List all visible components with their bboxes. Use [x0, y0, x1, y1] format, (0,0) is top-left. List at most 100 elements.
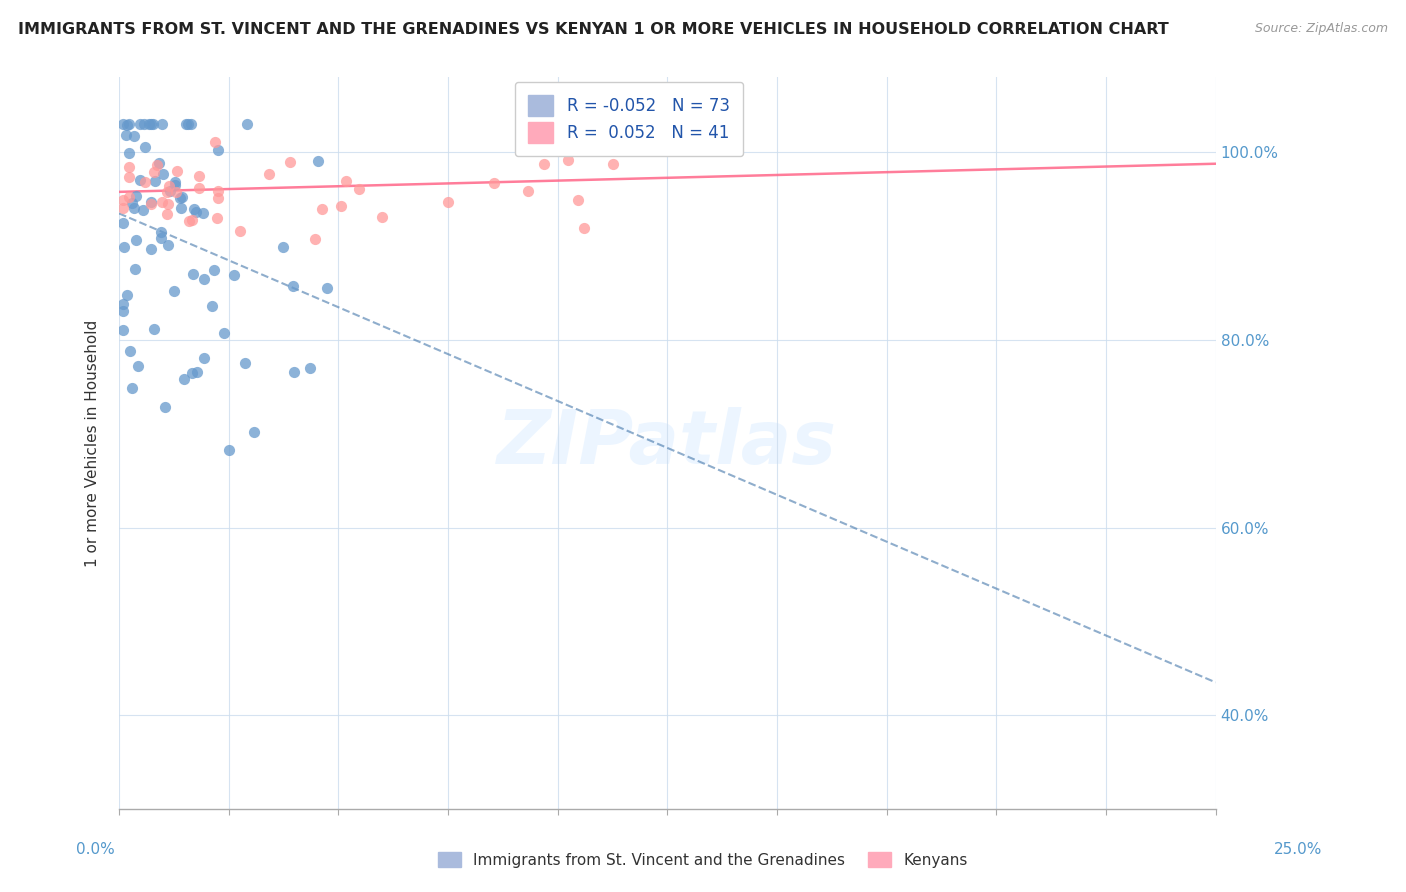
Point: [193, 351, 215, 365]
Point: [222, 268, 245, 283]
Point: [115, 118, 138, 132]
Point: [118, 160, 141, 174]
Point: [207, 184, 229, 198]
Point: [142, 322, 165, 336]
Point: [311, 202, 333, 216]
Point: [572, 221, 595, 235]
Point: [114, 128, 136, 142]
Point: [212, 326, 235, 340]
Point: [134, 140, 156, 154]
Point: [112, 297, 135, 311]
Point: [118, 190, 141, 204]
Point: [125, 233, 148, 247]
Point: [329, 199, 352, 213]
Point: [141, 196, 163, 211]
Point: [142, 117, 165, 131]
Y-axis label: 1 or more Vehicles in Household: 1 or more Vehicles in Household: [86, 319, 100, 566]
Point: [150, 117, 173, 131]
Point: [437, 194, 460, 209]
Point: [335, 174, 357, 188]
Point: [304, 232, 326, 246]
Point: [173, 372, 195, 386]
Point: [125, 189, 148, 203]
Point: [271, 240, 294, 254]
Point: [177, 117, 200, 131]
Point: [602, 156, 624, 170]
Point: [283, 365, 305, 379]
Point: [169, 191, 191, 205]
Point: [281, 279, 304, 293]
Point: [233, 356, 256, 370]
Point: [118, 117, 141, 131]
Point: [118, 170, 141, 185]
Point: [141, 194, 163, 209]
Text: IMMIGRANTS FROM ST. VINCENT AND THE GRENADINES VS KENYAN 1 OR MORE VEHICLES IN H: IMMIGRANTS FROM ST. VINCENT AND THE GREN…: [18, 22, 1168, 37]
Point: [188, 181, 211, 195]
Point: [118, 145, 141, 160]
Legend: Immigrants from St. Vincent and the Grenadines, Kenyans: Immigrants from St. Vincent and the Gren…: [432, 846, 974, 873]
Point: [188, 169, 211, 183]
Point: [557, 153, 579, 168]
Point: [201, 299, 224, 313]
Point: [165, 175, 187, 189]
Point: [166, 164, 188, 178]
Point: [127, 359, 149, 374]
Point: [142, 165, 165, 179]
Point: [143, 174, 166, 188]
Point: [152, 168, 174, 182]
Point: [112, 240, 135, 254]
Point: [139, 242, 162, 256]
Point: [115, 288, 138, 302]
Point: [202, 263, 225, 277]
Point: [128, 173, 150, 187]
Point: [181, 212, 204, 227]
Point: [205, 211, 228, 225]
Text: Source: ZipAtlas.com: Source: ZipAtlas.com: [1254, 22, 1388, 36]
Point: [156, 185, 179, 199]
Point: [157, 238, 180, 252]
Point: [112, 193, 135, 207]
Point: [567, 194, 589, 208]
Point: [159, 184, 181, 198]
Point: [149, 231, 172, 245]
Point: [170, 201, 193, 215]
Point: [181, 267, 204, 281]
Point: [112, 323, 135, 337]
Point: [186, 204, 208, 219]
Point: [298, 361, 321, 376]
Point: [180, 117, 202, 131]
Point: [207, 143, 229, 157]
Point: [112, 216, 135, 230]
Point: [138, 117, 160, 131]
Point: [146, 158, 169, 172]
Point: [121, 381, 143, 395]
Point: [131, 202, 153, 217]
Point: [157, 179, 180, 194]
Point: [150, 226, 173, 240]
Point: [307, 153, 329, 168]
Point: [156, 207, 179, 221]
Point: [218, 443, 240, 458]
Point: [179, 213, 201, 227]
Point: [186, 365, 208, 379]
Point: [165, 185, 187, 199]
Point: [132, 117, 155, 131]
Point: [242, 425, 264, 439]
Point: [180, 366, 202, 380]
Point: [156, 197, 179, 211]
Point: [112, 201, 135, 215]
Point: [153, 401, 176, 415]
Point: [484, 176, 506, 190]
Point: [120, 344, 142, 359]
Point: [124, 262, 146, 277]
Text: ZIPatlas: ZIPatlas: [498, 407, 838, 480]
Point: [121, 196, 143, 211]
Point: [278, 155, 301, 169]
Point: [170, 190, 193, 204]
Point: [150, 194, 173, 209]
Text: 0.0%: 0.0%: [76, 842, 115, 856]
Point: [165, 178, 187, 192]
Point: [191, 206, 214, 220]
Point: [257, 167, 280, 181]
Point: [134, 175, 156, 189]
